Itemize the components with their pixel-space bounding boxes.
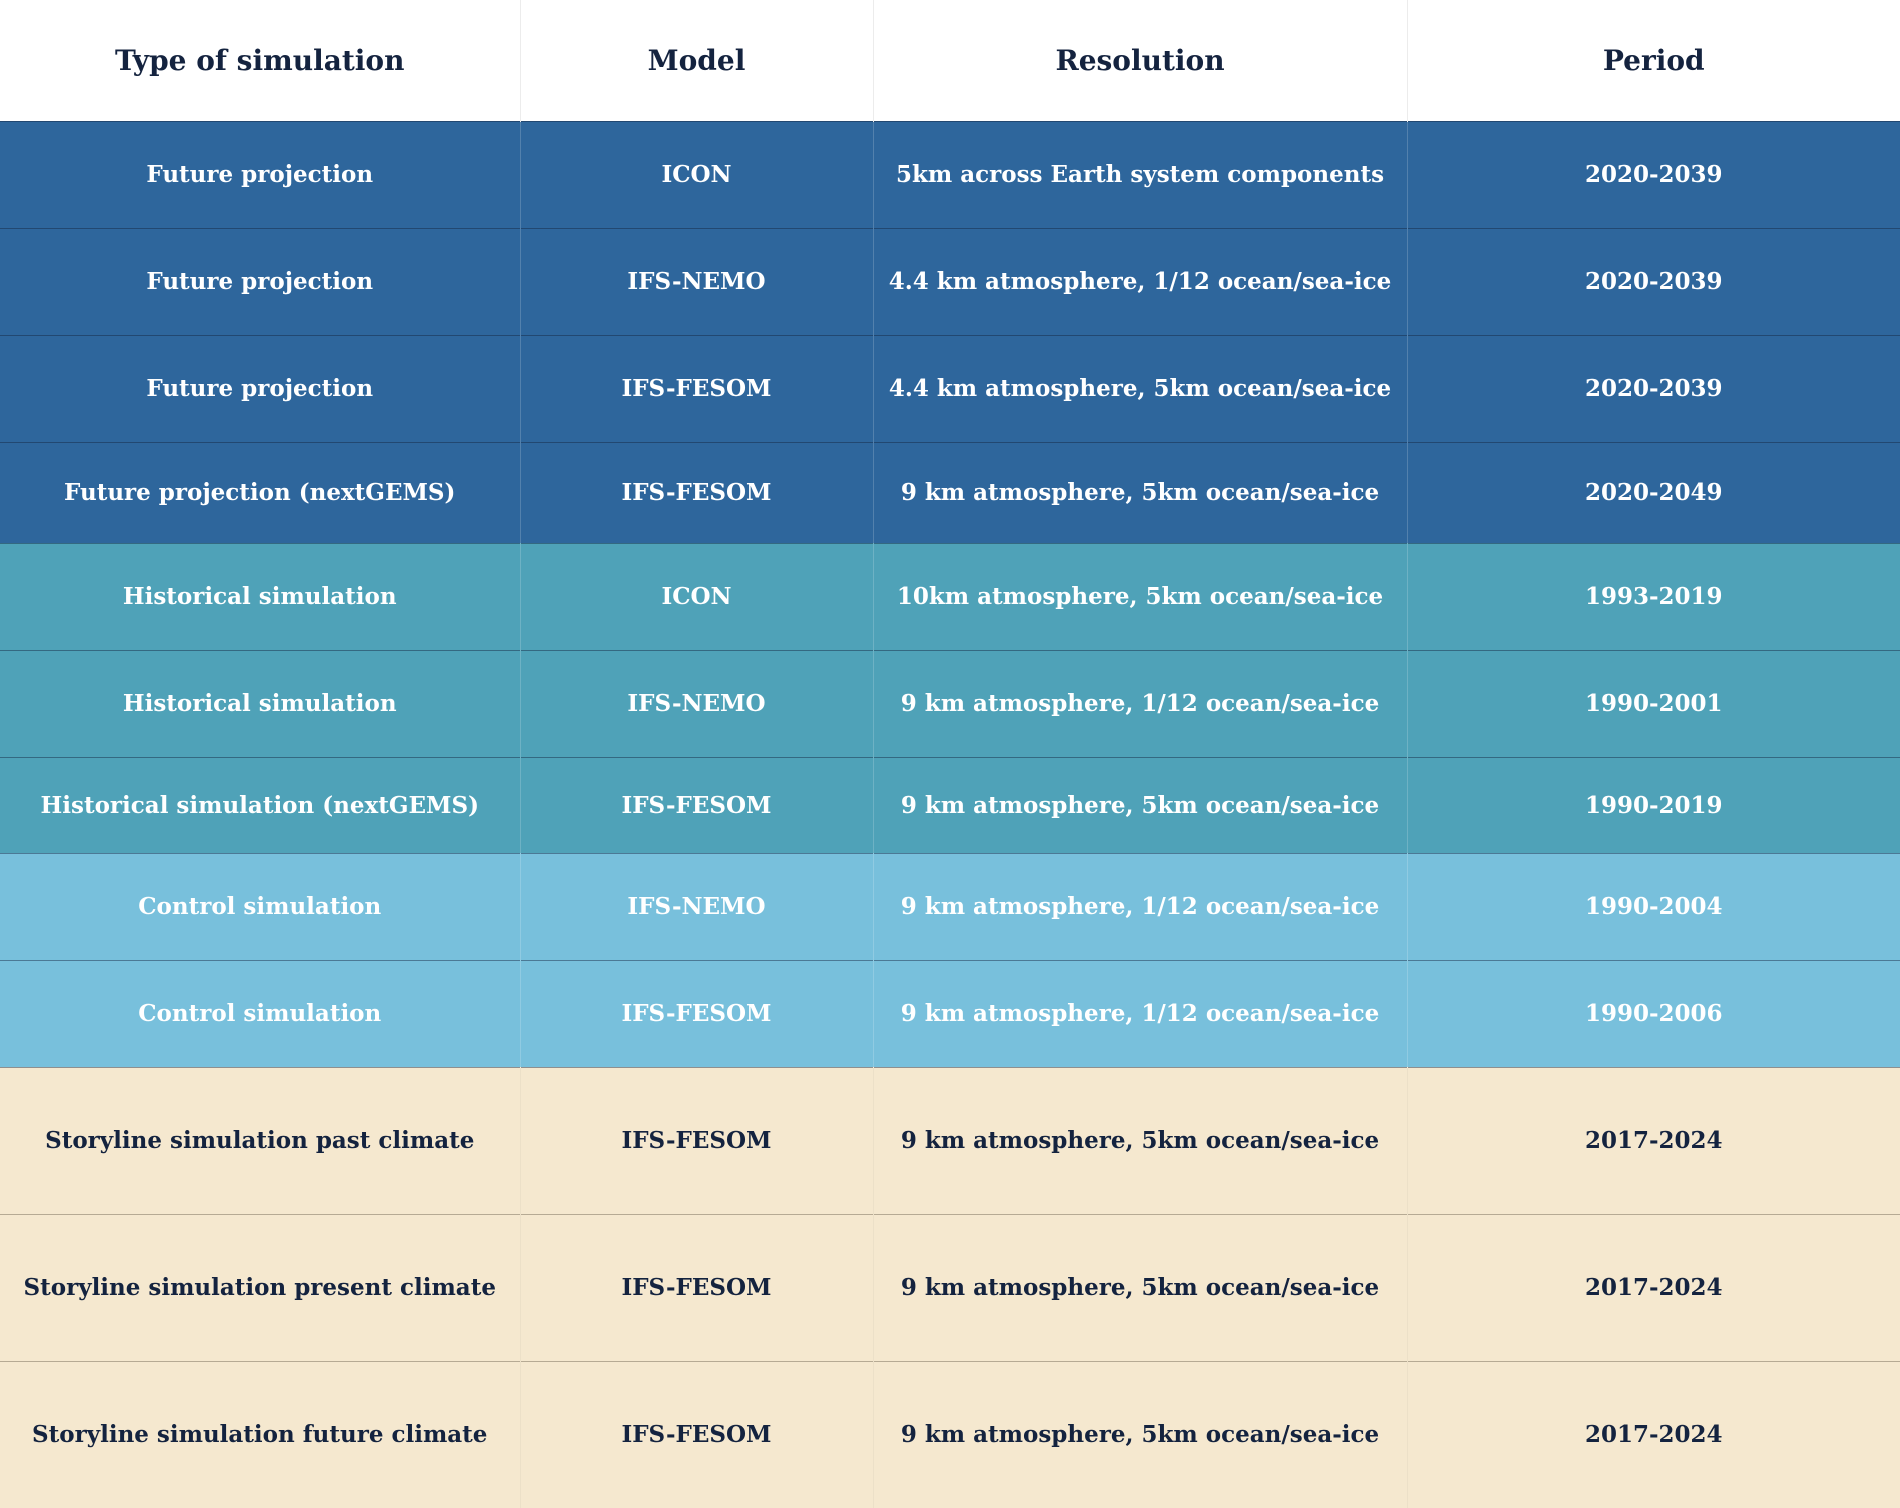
cell-type: Historical simulation [0,650,521,757]
cell-resolution: 10km atmosphere, 5km ocean/sea-ice [873,543,1408,650]
header-model: Model [520,0,874,121]
cell-type: Future projection [0,335,521,442]
cell-model: IFS-FESOM [520,442,874,543]
cell-resolution: 4.4 km atmosphere, 1/12 ocean/sea-ice [873,228,1408,335]
cell-type: Storyline simulation past climate [0,1067,521,1214]
cell-model: IFS-NEMO [520,650,874,757]
cell-period: 2017-2024 [1584,1127,1723,1154]
table-row: Future projection IFS-FESOM 4.4 km atmos… [0,335,1900,442]
cell-model: IFS-FESOM [520,1214,874,1361]
cell-period: 1990-2006 [1584,1000,1723,1027]
cell-period: 2020-2039 [1584,268,1723,295]
cell-period: 1993-2019 [1584,583,1723,610]
cell-resolution: 9 km atmosphere, 5km ocean/sea-ice [873,757,1408,853]
cell-resolution: 9 km atmosphere, 1/12 ocean/sea-ice [873,960,1408,1067]
cell-model: IFS-NEMO [520,853,874,960]
cell-period: 2020-2039 [1584,161,1723,188]
table-header: Type of simulation Model Resolution Peri… [0,0,1900,121]
cell-type: Storyline simulation present climate [0,1214,521,1361]
table-row: Storyline simulation future climate IFS-… [0,1361,1900,1508]
cell-type: Historical simulation [0,543,521,650]
table-row: Historical simulation IFS-NEMO 9 km atmo… [0,650,1900,757]
table-row: Control simulation IFS-NEMO 9 km atmosph… [0,853,1900,960]
cell-resolution: 9 km atmosphere, 5km ocean/sea-ice [873,442,1408,543]
cell-type: Future projection [0,228,521,335]
cell-model: IFS-FESOM [520,1361,874,1508]
cell-resolution: 9 km atmosphere, 1/12 ocean/sea-ice [873,853,1408,960]
table-row: Control simulation IFS-FESOM 9 km atmosp… [0,960,1900,1067]
header-resolution: Resolution [873,0,1408,121]
cell-period: 2017-2024 [1584,1421,1723,1449]
table-body: Future projection ICON 5km across Earth … [0,121,1900,1508]
table-row: Storyline simulation past climate IFS-FE… [0,1067,1900,1214]
cell-resolution: 9 km atmosphere, 5km ocean/sea-ice [873,1361,1408,1508]
header-type-of-simulation: Type of simulation [0,0,521,121]
cell-type: Storyline simulation future climate [0,1361,521,1508]
cell-period: 2020-2049 [1584,479,1723,506]
cell-resolution: 9 km atmosphere, 5km ocean/sea-ice [873,1067,1408,1214]
cell-model: ICON [520,121,874,228]
table-row: Future projection ICON 5km across Earth … [0,121,1900,228]
cell-type: Historical simulation (nextGEMS) [0,757,521,853]
cell-period: 1990-2001 [1584,690,1723,717]
cell-resolution: 4.4 km atmosphere, 5km ocean/sea-ice [873,335,1408,442]
table-row: Historical simulation (nextGEMS) IFS-FES… [0,757,1900,853]
table-row: Future projection (nextGEMS) IFS-FESOM 9… [0,442,1900,543]
cell-resolution: 9 km atmosphere, 5km ocean/sea-ice [873,1214,1408,1361]
cell-type: Control simulation [0,960,521,1067]
cell-resolution: 5km across Earth system components [873,121,1408,228]
cell-type: Future projection [0,121,521,228]
cell-period: 1990-2019 [1584,791,1723,819]
cell-model: IFS-FESOM [520,960,874,1067]
cell-model: ICON [520,543,874,650]
cell-model: IFS-FESOM [520,1067,874,1214]
cell-model: IFS-NEMO [520,228,874,335]
cell-period: 2020-2039 [1584,375,1723,402]
cell-resolution: 9 km atmosphere, 1/12 ocean/sea-ice [873,650,1408,757]
header-period: Period [1407,0,1900,121]
table-row: Storyline simulation present climate IFS… [0,1214,1900,1361]
cell-period: 1990-2004 [1584,893,1723,920]
cell-model: IFS-FESOM [520,757,874,853]
table-row: Historical simulation ICON 10km atmosphe… [0,543,1900,650]
header-row: Type of simulation Model Resolution Peri… [0,0,1900,121]
cell-model: IFS-FESOM [520,335,874,442]
cell-period: 2017-2024 [1584,1274,1723,1301]
cell-type: Control simulation [0,853,521,960]
table-row: Future projection IFS-NEMO 4.4 km atmosp… [0,228,1900,335]
cell-type: Future projection (nextGEMS) [0,442,521,543]
